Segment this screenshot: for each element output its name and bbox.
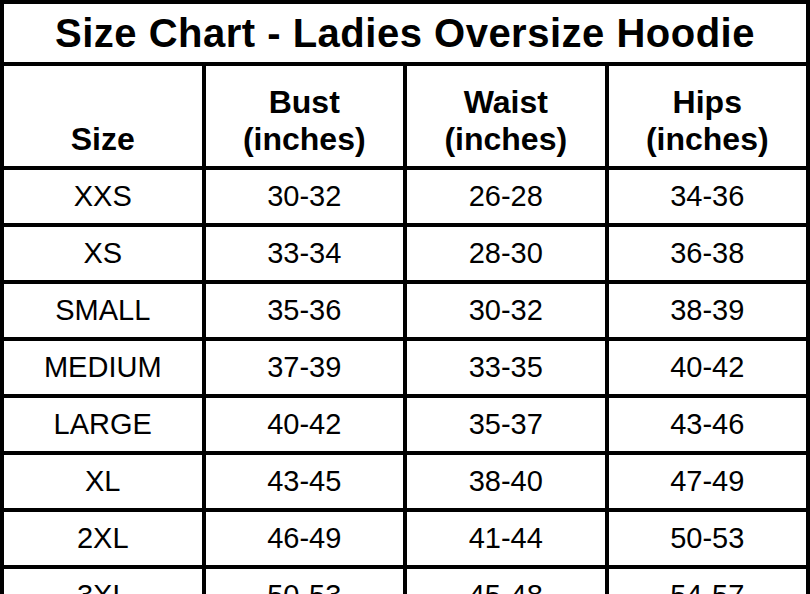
hips-cell: 34-36 [607,168,809,225]
size-cell: SMALL [2,282,204,339]
size-cell: 3XL [2,567,204,594]
size-cell: XS [2,225,204,282]
column-header-line: (inches) [407,121,605,158]
column-header-line: Size [4,121,202,158]
table-head: Size Chart - Ladies Oversize Hoodie Size… [2,2,808,168]
bust-cell: 30-32 [204,168,406,225]
table-row: MEDIUM37-3933-3540-42 [2,339,808,396]
waist-cell: 28-30 [405,225,607,282]
column-header-size: Size [2,64,204,168]
bust-cell: 40-42 [204,396,406,453]
hips-cell: 40-42 [607,339,809,396]
bust-cell: 33-34 [204,225,406,282]
bust-cell: 43-45 [204,453,406,510]
column-header-waist: Waist(inches) [405,64,607,168]
hips-cell: 38-39 [607,282,809,339]
hips-cell: 43-46 [607,396,809,453]
hips-cell: 54-57 [607,567,809,594]
table-row: XXS30-3226-2834-36 [2,168,808,225]
title-row: Size Chart - Ladies Oversize Hoodie [2,2,808,64]
header-row: SizeBust(inches)Waist(inches)Hips(inches… [2,64,808,168]
size-cell: XXS [2,168,204,225]
bust-cell: 35-36 [204,282,406,339]
waist-cell: 41-44 [405,510,607,567]
column-header-hips: Hips(inches) [607,64,809,168]
table-row: SMALL35-3630-3238-39 [2,282,808,339]
bust-cell: 46-49 [204,510,406,567]
hips-cell: 50-53 [607,510,809,567]
waist-cell: 26-28 [405,168,607,225]
column-header-bust: Bust(inches) [204,64,406,168]
waist-cell: 33-35 [405,339,607,396]
table-row: 3XL50-5345-4854-57 [2,567,808,594]
table-row: XS33-3428-3036-38 [2,225,808,282]
bust-cell: 37-39 [204,339,406,396]
waist-cell: 35-37 [405,396,607,453]
table-row: LARGE40-4235-3743-46 [2,396,808,453]
waist-cell: 38-40 [405,453,607,510]
hips-cell: 47-49 [607,453,809,510]
size-cell: LARGE [2,396,204,453]
table-row: 2XL46-4941-4450-53 [2,510,808,567]
size-chart-table: Size Chart - Ladies Oversize Hoodie Size… [0,0,810,594]
column-header-line: (inches) [609,121,807,158]
table-row: XL43-4538-4047-49 [2,453,808,510]
column-header-line: (inches) [206,121,404,158]
hips-cell: 36-38 [607,225,809,282]
column-header-line: Bust [206,84,404,121]
bust-cell: 50-53 [204,567,406,594]
column-header-line: Waist [407,84,605,121]
column-header-line: Hips [609,84,807,121]
page-title: Size Chart - Ladies Oversize Hoodie [2,2,808,64]
size-cell: 2XL [2,510,204,567]
waist-cell: 30-32 [405,282,607,339]
size-cell: MEDIUM [2,339,204,396]
table-body: XXS30-3226-2834-36XS33-3428-3036-38SMALL… [2,168,808,594]
waist-cell: 45-48 [405,567,607,594]
size-cell: XL [2,453,204,510]
